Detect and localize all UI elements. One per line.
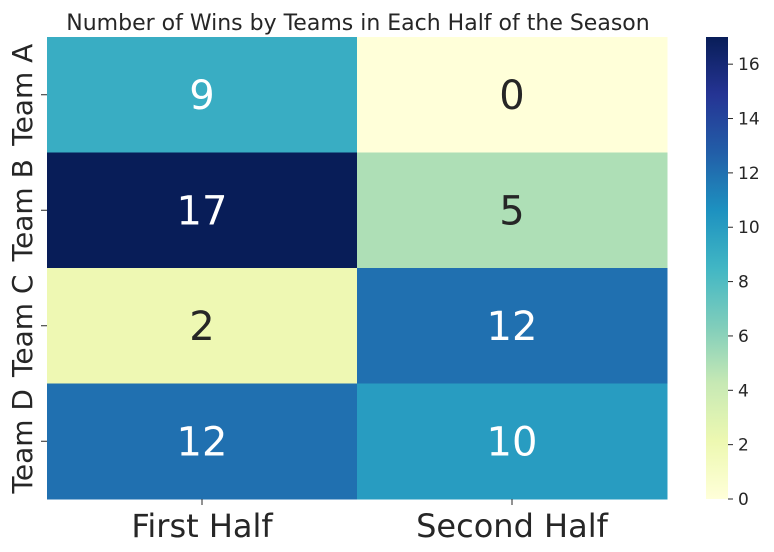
cell-value-label: 17	[177, 188, 228, 234]
heatmap-cell	[47, 37, 358, 153]
x-tick-label: Second Half	[416, 507, 609, 545]
heatmap-cells	[47, 37, 668, 500]
y-tick-label: Team A	[6, 44, 39, 147]
y-tick-label: Team C	[6, 275, 39, 378]
heatmap-cell	[47, 152, 358, 269]
cell-value-label: 0	[499, 73, 524, 119]
y-tick-label: Team B	[6, 159, 39, 262]
colorbar-tick-label: 12	[738, 164, 760, 184]
colorbar-tick-label: 2	[738, 436, 749, 456]
cell-value-label: 12	[177, 419, 228, 465]
colorbar-tick-label: 10	[738, 218, 760, 238]
heatmap-cell	[47, 383, 358, 500]
colorbar-tick-label: 8	[738, 273, 749, 293]
cell-value-label: 2	[189, 304, 214, 350]
y-tick-label: Team D	[6, 389, 39, 494]
cell-value-label: 12	[487, 304, 538, 350]
colorbar: 0 2 4 6 8 10 12 14 16	[706, 37, 760, 510]
colorbar-tick-label: 0	[738, 490, 749, 510]
x-axis-ticks: First Half Second Half	[131, 499, 609, 545]
cell-value-label: 9	[189, 73, 214, 119]
colorbar-gradient	[706, 37, 728, 499]
colorbar-tick-label: 4	[738, 381, 749, 401]
colorbar-tick-label: 14	[738, 110, 760, 130]
x-tick-label: First Half	[131, 507, 273, 545]
heatmap-cell	[357, 383, 668, 500]
heatmap-cell	[357, 268, 668, 384]
colorbar-tick-label: 16	[738, 55, 760, 75]
colorbar-tick-label: 6	[738, 327, 749, 347]
chart-title: Number of Wins by Teams in Each Half of …	[66, 11, 649, 36]
y-axis-ticks: Team A Team B Team C Team D	[6, 44, 47, 494]
heatmap-cell	[47, 268, 358, 384]
heatmap-cell	[357, 37, 668, 153]
cell-value-label: 10	[487, 419, 538, 465]
cell-value-label: 5	[499, 188, 524, 234]
heatmap-cell-labels: 9 0 17 5 2 12 12 10	[177, 73, 538, 466]
heatmap-cell	[357, 152, 668, 269]
